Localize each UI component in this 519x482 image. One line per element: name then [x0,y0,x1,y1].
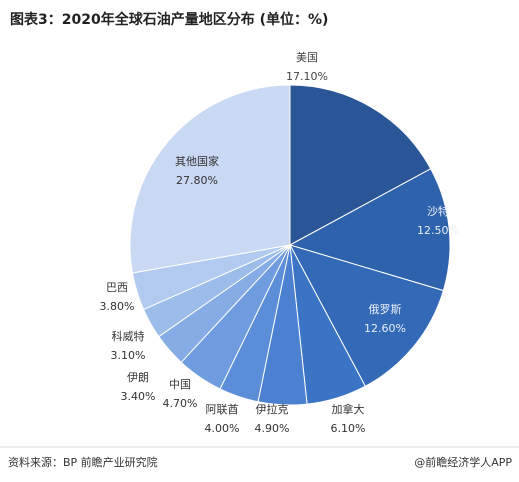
value-label: 3.10% [111,349,146,362]
slice-label: 美国 [296,51,318,64]
value-label: 4.90% [255,422,290,435]
slice-label: 俄罗斯 [369,303,402,316]
value-label: 3.80% [100,300,135,313]
slice-label: 巴西 [106,281,128,294]
slice-label: 沙特 [427,204,449,218]
value-label: 27.80% [176,174,218,187]
slice-label: 阿联酋 [206,402,239,416]
value-label: 6.10% [331,422,366,435]
slice-label: 中国 [169,378,191,391]
slice-label: 加拿大 [332,402,365,416]
pie-slice [129,84,291,274]
credit: @前瞻经济学人APP [414,455,512,469]
source: 资料来源：BP 前瞻产业研究院 [8,455,158,469]
chart-title: 图表3：2020年全球石油产量地区分布 (单位：%) [10,11,328,28]
pie-slice [288,168,451,292]
slice-label: 伊朗 [127,371,149,384]
pie-slice [289,84,432,246]
value-label: 12.50% [417,224,459,237]
value-label: 12.60% [364,322,406,335]
slice-label: 其他国家 [175,154,219,168]
value-label: 17.10% [286,70,328,83]
value-label: 4.70% [163,397,198,410]
slice-label: 科威特 [112,329,145,343]
slice-label: 伊拉克 [256,402,289,416]
pie-slice [288,244,444,387]
value-label: 4.00% [205,422,240,435]
value-label: 3.40% [121,390,156,403]
